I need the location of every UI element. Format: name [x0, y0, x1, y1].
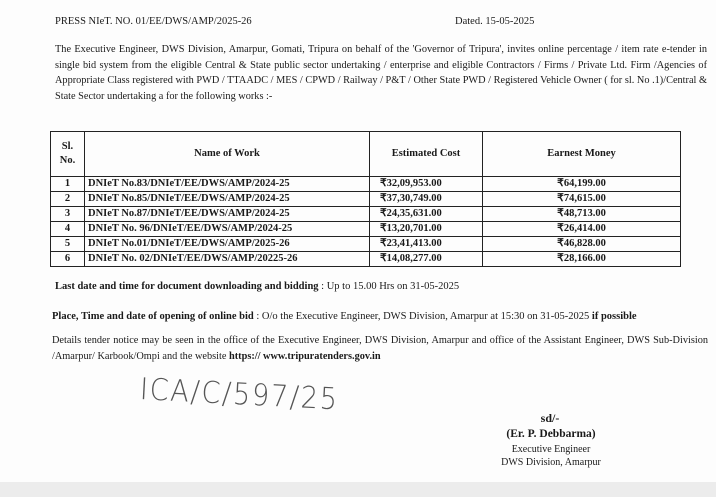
name-of-work-cell: DNIeT No.85/DNIeT/EE/DWS/AMP/2024-25 — [84, 191, 370, 207]
website-link[interactable]: https:// www.tripuratenders.gov.in — [229, 350, 381, 362]
signature-name: (Er. P. Debbarma) — [506, 428, 596, 440]
table-header-row: Sl. No. Name of Work Estimated Cost Earn… — [50, 131, 681, 177]
sl-no-cell: 6 — [50, 251, 85, 267]
table-row: 2 DNIeT No.85/DNIeT/EE/DWS/AMP/2024-25 ₹37… — [50, 191, 681, 207]
last-date-value: : Up to 15.00 Hrs on 31-05-2025 — [321, 281, 460, 292]
estimated-cost-cell: ₹13,20,701.00 — [369, 221, 483, 237]
signature-designation: Executive Engineer — [511, 444, 591, 455]
table-row: 6 DNIeT No. 02/DNIeT/EE/DWS/AMP/20225-26 ₹… — [50, 251, 681, 267]
dated: Dated. 15-05-2025 — [455, 16, 535, 27]
earnest-money-cell: ₹74,615.00 — [482, 191, 681, 207]
table-row: 5 DNIeT No.01/DNIeT/EE/DWS/AMP/2025-26 ₹23… — [50, 236, 681, 252]
opening-label: Place, Time and date of opening of onlin… — [52, 311, 254, 322]
sl-no-cell: 5 — [50, 236, 85, 252]
last-date-label: Last date and time for document download… — [55, 281, 319, 292]
header-earnest-money: Earnest Money — [482, 131, 681, 177]
table-row: 3 DNIeT No.87/DNIeT/EE/DWS/AMP/2024-25 ₹24… — [50, 206, 681, 222]
table-row: 1 DNIeT No.83/DNIeT/EE/DWS/AMP/2024-25 ₹32… — [50, 176, 681, 192]
earnest-money-cell: ₹28,166.00 — [482, 251, 681, 267]
estimated-cost-cell: ₹32,09,953.00 — [369, 176, 483, 192]
details-paragraph: Details tender notice may be seen in the… — [52, 333, 708, 364]
opening-value: : O/o the Executive Engineer, DWS Divisi… — [253, 311, 592, 322]
earnest-money-cell: ₹48,713.00 — [482, 206, 681, 222]
opening-line: Place, Time and date of opening of onlin… — [52, 310, 637, 323]
details-text: Details tender notice may be seen in the… — [52, 335, 708, 362]
signature-sd: sd/- — [540, 411, 560, 425]
earnest-money-cell: ₹64,199.00 — [482, 176, 681, 192]
sl-no-cell: 2 — [50, 191, 85, 207]
estimated-cost-cell: ₹37,30,749.00 — [369, 191, 483, 207]
earnest-money-cell: ₹26,414.00 — [482, 221, 681, 237]
name-of-work-cell: DNIeT No.01/DNIeT/EE/DWS/AMP/2025-26 — [84, 236, 370, 252]
name-of-work-cell: DNIeT No. 96/DNIeT/EE/DWS/AMP/2024-25 — [84, 221, 370, 237]
earnest-money-cell: ₹46,828.00 — [482, 236, 681, 252]
opening-suffix: if possible — [591, 311, 637, 322]
header-estimated-cost: Estimated Cost — [369, 131, 483, 177]
estimated-cost-cell: ₹14,08,277.00 — [369, 251, 483, 267]
signature-office: DWS Division, Amarpur — [501, 457, 601, 468]
header-name-of-work: Name of Work — [84, 131, 370, 177]
press-number: PRESS NIeT. NO. 01/EE/DWS/AMP/2025-26 — [55, 16, 252, 27]
estimated-cost-cell: ₹24,35,631.00 — [369, 206, 483, 222]
table-row: 4 DNIeT No. 96/DNIeT/EE/DWS/AMP/2024-25 ₹1… — [50, 221, 681, 237]
last-date-line: Last date and time for document download… — [55, 280, 459, 293]
estimated-cost-cell: ₹23,41,413.00 — [369, 236, 483, 252]
sl-no-cell: 4 — [50, 221, 85, 237]
page-bottom-margin — [0, 482, 716, 497]
name-of-work-cell: DNIeT No.83/DNIeT/EE/DWS/AMP/2024-25 — [84, 176, 370, 192]
name-of-work-cell: DNIeT No. 02/DNIeT/EE/DWS/AMP/20225-26 — [84, 251, 370, 267]
intro-paragraph: The Executive Engineer, DWS Division, Am… — [55, 44, 707, 102]
works-table: Sl. No. Name of Work Estimated Cost Earn… — [50, 131, 681, 267]
sl-no-cell: 1 — [50, 176, 85, 192]
sl-no-cell: 3 — [50, 206, 85, 222]
name-of-work-cell: DNIeT No.87/DNIeT/EE/DWS/AMP/2024-25 — [84, 206, 370, 222]
header-sl-no: Sl. No. — [50, 131, 85, 177]
